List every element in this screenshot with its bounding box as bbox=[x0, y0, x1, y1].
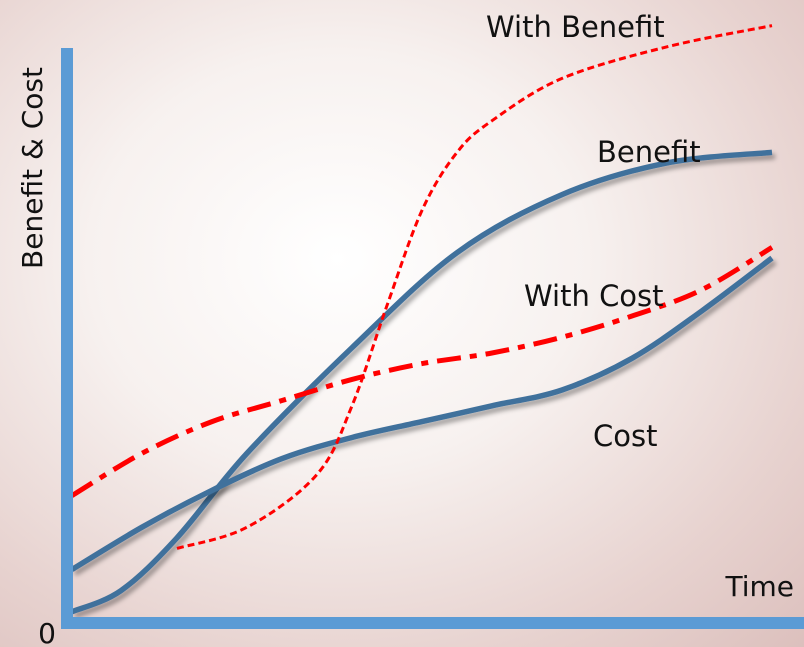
x-axis-label: Time bbox=[724, 570, 794, 603]
series-line-with-cost bbox=[70, 245, 774, 498]
annotation-benefit: Benefit bbox=[597, 135, 701, 169]
y-axis-label: Benefit & Cost bbox=[16, 67, 49, 269]
annotation-cost: Cost bbox=[593, 419, 657, 453]
origin-label: 0 bbox=[38, 617, 56, 647]
annotation-with-benefit: With Benefit bbox=[486, 10, 665, 44]
series-line-cost bbox=[70, 255, 774, 572]
series-layer bbox=[70, 24, 774, 615]
series-line-benefit bbox=[70, 149, 773, 615]
annotation-with-cost: With Cost bbox=[524, 279, 664, 313]
series-line-with-benefit bbox=[176, 24, 773, 550]
